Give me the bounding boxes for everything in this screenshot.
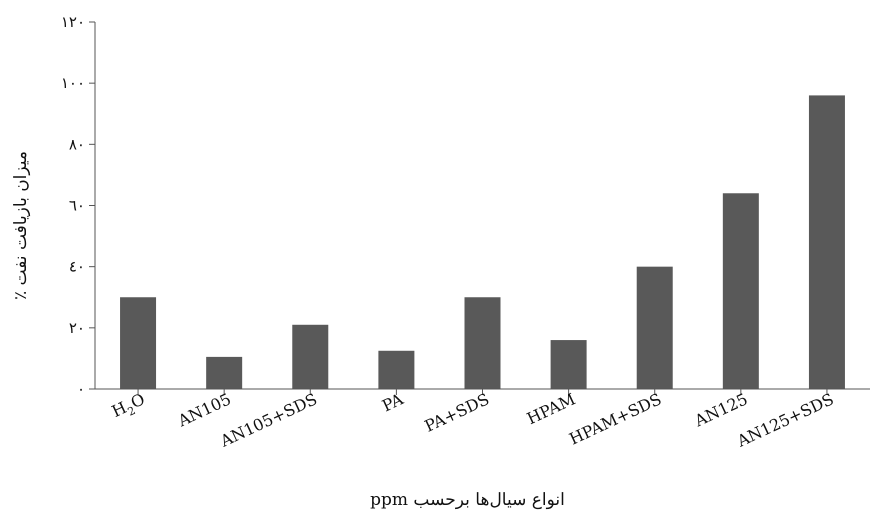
bar-hpam — [550, 340, 587, 389]
y-ticks-group: ٠ ٢٠ ٤٠ ٦٠ ٨٠ ١٠٠ ١٢٠ — [61, 13, 95, 398]
x-tick-label: HPAM+SDS — [566, 389, 664, 448]
x-axis-title: انواع سیال‌ها برحسب ppm — [370, 490, 565, 510]
bar-an125-plus-sds — [808, 95, 845, 390]
y-tick-label: ٨٠ — [69, 135, 85, 153]
y-tick-label: ٢٠ — [69, 319, 85, 337]
x-tick-label: AN105+SDS — [217, 389, 320, 451]
bar-h2o — [120, 297, 157, 389]
x-tick-label: AN125 — [691, 389, 751, 430]
x-tick-label: AN125+SDS — [733, 389, 836, 451]
bar-pa — [378, 350, 415, 389]
bar-an105 — [206, 356, 243, 389]
x-tick-label: H2O — [109, 389, 150, 424]
y-tick-label: ١٠٠ — [61, 74, 85, 92]
y-tick-label: ٦٠ — [69, 197, 85, 215]
x-tick-label: PA+SDS — [422, 389, 493, 435]
x-tick-label: PA — [379, 389, 406, 415]
y-axis-title: میزان بازیافت نفت ٪ — [11, 151, 31, 300]
y-tick-label: ٤٠ — [69, 258, 85, 276]
bar-an105-plus-sds — [292, 324, 329, 389]
bars-group — [120, 95, 845, 390]
y-tick-label: ٠ — [77, 380, 85, 398]
bar-hpam-plus-sds — [636, 266, 673, 389]
x-tick-label: HPAM — [524, 389, 578, 428]
y-tick-label: ١٢٠ — [61, 13, 85, 31]
x-tick-label: AN105 — [174, 389, 234, 430]
bar-pa-plus-sds — [464, 297, 501, 389]
bar-an125 — [722, 193, 759, 389]
